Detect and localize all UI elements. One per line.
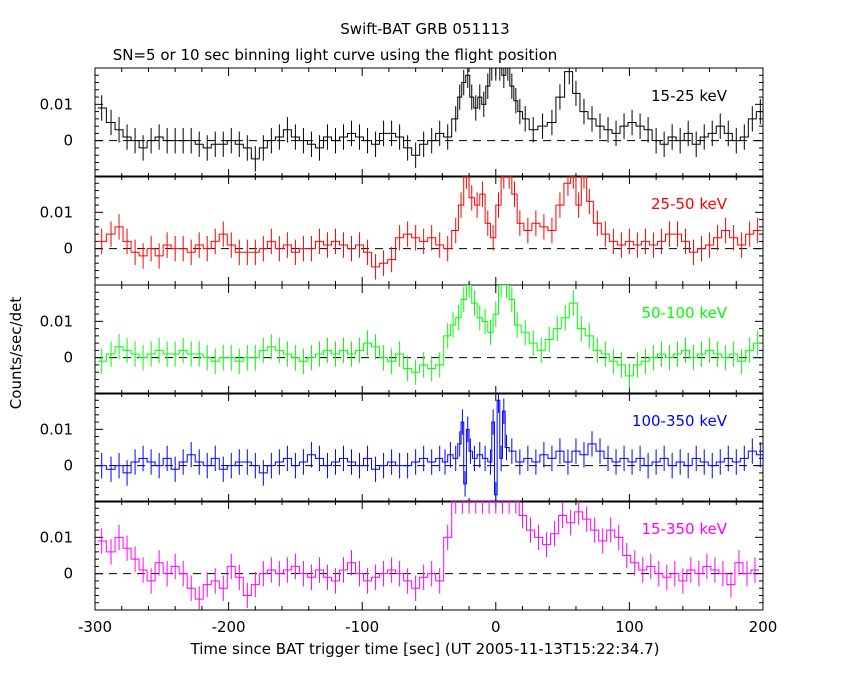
y-axis-label: Counts/sec/det bbox=[7, 297, 25, 410]
band-label: 50-100 keV bbox=[641, 304, 727, 322]
y-tick-label: 0.01 bbox=[40, 420, 73, 438]
y-tick-label: 0 bbox=[63, 349, 73, 367]
panel-frame bbox=[94, 67, 764, 178]
x-tick-labels: -300 -200 -100 0 100 200 bbox=[78, 618, 777, 636]
panel-3: 0 0.01 50-100 keV bbox=[40, 284, 764, 395]
band-label: 25-50 keV bbox=[651, 195, 728, 213]
series-2 bbox=[97, 176, 762, 280]
x-tick-label: -100 bbox=[345, 618, 379, 636]
x-tick-label: -200 bbox=[212, 618, 246, 636]
y-tick-label: 0 bbox=[63, 457, 73, 475]
band-label: 100-350 keV bbox=[632, 412, 728, 430]
chart-title: Swift-BAT GRB 051113 bbox=[340, 20, 509, 38]
y-tick-label: 0.01 bbox=[40, 312, 73, 330]
series-4 bbox=[97, 393, 763, 502]
series-step-line bbox=[97, 501, 759, 600]
x-tick-label: 200 bbox=[749, 618, 778, 636]
x-axis-label: Time since BAT trigger time [sec] (UT 20… bbox=[190, 640, 660, 658]
y-tick-label: 0.01 bbox=[40, 203, 73, 221]
panel-2: 0 0.01 25-50 keV bbox=[40, 175, 764, 286]
series-1 bbox=[97, 68, 763, 172]
series-5 bbox=[97, 501, 759, 610]
panel-4: 0 0.01 100-350 keV bbox=[40, 392, 764, 503]
chart-subtitle: SN=5 or 10 sec binning light curve using… bbox=[113, 46, 558, 64]
band-label: 15-350 keV bbox=[641, 520, 727, 538]
y-tick-label: 0 bbox=[63, 565, 73, 583]
series-step-line bbox=[97, 176, 762, 268]
y-tick-label: 0.01 bbox=[40, 528, 73, 546]
panels-group: 0 0.01 15-25 keV 0 0.01 25-50 keV 0 0.01 50-100 … bbox=[40, 67, 764, 611]
panel-frame bbox=[94, 392, 764, 503]
series-3 bbox=[97, 285, 762, 389]
panel-5: 0 0.01 15-350 keV bbox=[40, 500, 764, 611]
x-tick-label: 100 bbox=[615, 618, 644, 636]
panel-frame bbox=[94, 500, 764, 611]
y-tick-label: 0.01 bbox=[40, 95, 73, 113]
series-step-line bbox=[97, 285, 762, 377]
panel-frame bbox=[94, 175, 764, 286]
panel-frame bbox=[94, 284, 764, 395]
y-tick-label: 0 bbox=[63, 240, 73, 258]
panel-1: 0 0.01 15-25 keV bbox=[40, 67, 764, 178]
x-tick-label: -300 bbox=[78, 618, 112, 636]
series-step-line bbox=[97, 68, 763, 160]
x-tick-label: 0 bbox=[491, 618, 501, 636]
band-label: 15-25 keV bbox=[651, 87, 728, 105]
y-tick-label: 0 bbox=[63, 132, 73, 150]
